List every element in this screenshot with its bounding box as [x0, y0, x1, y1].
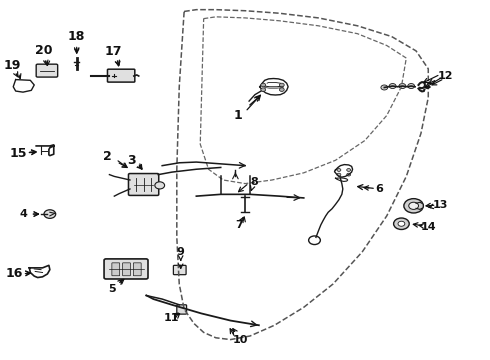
- Circle shape: [44, 210, 56, 219]
- Text: 20: 20: [35, 44, 53, 57]
- Circle shape: [261, 83, 266, 87]
- Text: 4: 4: [19, 209, 27, 219]
- Text: 14: 14: [420, 222, 436, 231]
- Text: 17: 17: [104, 45, 122, 58]
- Circle shape: [408, 84, 415, 89]
- Circle shape: [279, 83, 284, 87]
- Text: 13: 13: [433, 200, 448, 210]
- Circle shape: [347, 168, 351, 171]
- Circle shape: [409, 202, 418, 210]
- Circle shape: [398, 221, 405, 226]
- Text: 3: 3: [127, 154, 136, 167]
- FancyBboxPatch shape: [112, 263, 120, 276]
- Circle shape: [381, 85, 388, 90]
- FancyBboxPatch shape: [36, 64, 58, 77]
- Circle shape: [393, 218, 409, 229]
- FancyBboxPatch shape: [104, 259, 148, 279]
- FancyBboxPatch shape: [177, 305, 187, 314]
- Circle shape: [279, 88, 284, 91]
- Text: 6: 6: [375, 184, 383, 194]
- Text: 8: 8: [250, 177, 258, 187]
- Text: 15: 15: [9, 147, 27, 159]
- Text: 16: 16: [6, 267, 24, 280]
- Circle shape: [155, 182, 165, 189]
- FancyBboxPatch shape: [133, 263, 141, 276]
- Circle shape: [404, 199, 423, 213]
- Text: 12: 12: [438, 71, 453, 81]
- Text: 7: 7: [235, 220, 243, 230]
- Text: 10: 10: [233, 334, 248, 345]
- Text: 1: 1: [233, 109, 242, 122]
- Text: 9: 9: [177, 247, 185, 257]
- Text: 18: 18: [68, 30, 85, 43]
- FancyBboxPatch shape: [128, 174, 159, 195]
- Circle shape: [337, 173, 341, 176]
- Circle shape: [337, 168, 341, 171]
- Circle shape: [389, 84, 396, 89]
- Circle shape: [261, 88, 266, 91]
- Text: 11: 11: [163, 313, 179, 323]
- Text: 2: 2: [103, 150, 112, 163]
- FancyBboxPatch shape: [122, 263, 130, 276]
- Text: 5: 5: [109, 284, 116, 294]
- FancyBboxPatch shape: [173, 265, 186, 275]
- Text: 19: 19: [3, 59, 21, 72]
- FancyBboxPatch shape: [107, 69, 135, 82]
- Circle shape: [347, 173, 351, 176]
- Circle shape: [399, 84, 406, 89]
